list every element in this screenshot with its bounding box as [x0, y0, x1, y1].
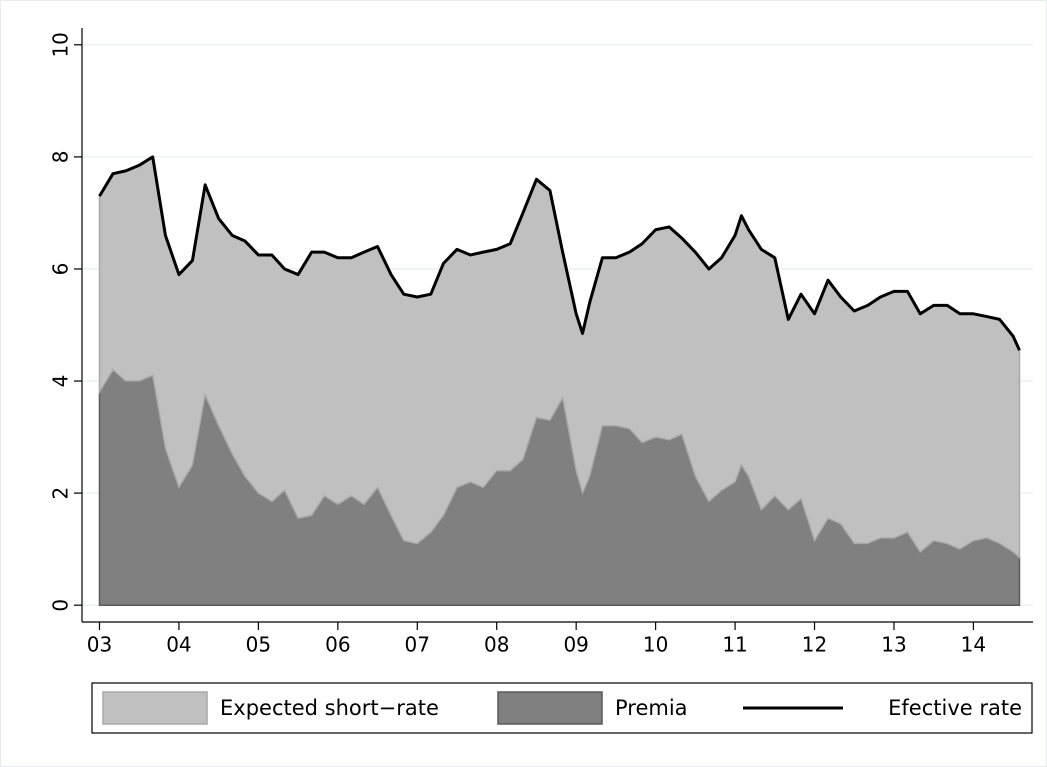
- y-tick-label: 0: [49, 599, 73, 612]
- legend-swatch: [497, 691, 603, 725]
- x-tick-label: 14: [961, 633, 986, 657]
- x-tick-label: 11: [722, 633, 747, 657]
- x-tick-label: 03: [87, 633, 112, 657]
- x-tick-label: 13: [881, 633, 906, 657]
- legend-label: Expected short−rate: [220, 696, 439, 720]
- x-tick-label: 09: [563, 633, 588, 657]
- legend-swatch: [102, 691, 208, 725]
- x-tick-label: 04: [166, 633, 191, 657]
- y-tick-label: 10: [49, 32, 73, 57]
- y-tick-label: 4: [49, 375, 73, 388]
- y-tick-label: 6: [49, 263, 73, 276]
- line: [98, 155, 1021, 351]
- x-tick-label: 10: [643, 633, 668, 657]
- x-tick-label: 08: [484, 633, 509, 657]
- legend-label: Efective rate: [888, 696, 1022, 720]
- x-tick-label: 07: [405, 633, 430, 657]
- legend-label: Premia: [615, 696, 688, 720]
- y-tick-label: 8: [49, 151, 73, 164]
- x-tick-label: 06: [325, 633, 350, 657]
- x-tick-label: 05: [246, 633, 271, 657]
- x-tick-label: 12: [802, 633, 827, 657]
- y-tick-label: 2: [49, 487, 73, 500]
